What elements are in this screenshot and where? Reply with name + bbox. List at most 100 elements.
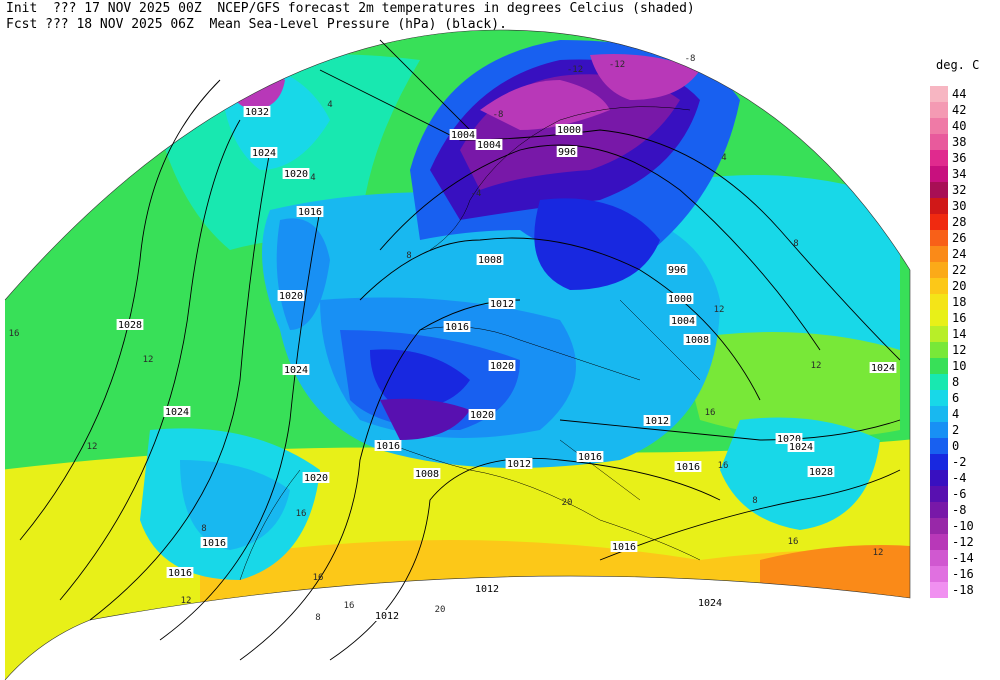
pressure-label-bg (296, 206, 324, 217)
colorbar-level: 22 (930, 262, 990, 278)
isobars (19, 39, 901, 661)
pressure-label: 1012 (507, 459, 531, 470)
pressure-label-bg (787, 441, 815, 452)
pressure-label: 1024 (284, 365, 308, 376)
colorbar-level: -18 (930, 582, 990, 598)
colorbar-level: 34 (930, 166, 990, 182)
colorbar-swatch (930, 454, 948, 470)
pressure-label: 1004 (477, 140, 501, 151)
pressure-label-bg (488, 298, 516, 309)
colorbar-swatch (930, 374, 948, 390)
colorbar-level: 42 (930, 102, 990, 118)
pressure-label: 1008 (685, 335, 709, 346)
colorbar-label: -14 (952, 551, 974, 565)
colorbar-swatch (930, 582, 948, 598)
colorbar-level: 2 (930, 422, 990, 438)
colorbar-label: 14 (952, 327, 967, 341)
colorbar-swatch (930, 150, 948, 166)
temperature-label: 16 (9, 329, 20, 339)
pressure-label-bg (488, 360, 516, 371)
colorbar-level: -2 (930, 454, 990, 470)
temperature-label: -8 (493, 110, 504, 120)
pressure-label: 1000 (557, 125, 581, 136)
colorbar-label: 26 (952, 231, 967, 245)
pressure-label-bg (282, 364, 310, 375)
temperature-label: 16 (296, 509, 307, 519)
pressure-label-bg (163, 406, 191, 417)
temperature-label: 8 (752, 496, 757, 506)
colorbar-label: 8 (952, 375, 960, 389)
colorbar-level: 36 (930, 150, 990, 166)
temperature-label: 12 (873, 548, 884, 558)
pressure-label-bg (302, 472, 330, 483)
temperature-label: 8 (201, 524, 206, 534)
temperature-label: 16 (705, 408, 716, 418)
colorbar-label: 38 (952, 135, 967, 149)
pressure-label-bg (610, 541, 638, 552)
colorbar-label: 40 (952, 119, 967, 133)
pressure-label-bg (666, 293, 694, 304)
pressure-label-bg (373, 610, 401, 621)
pressure-label: 1028 (118, 320, 142, 331)
pressure-label: 1008 (478, 255, 502, 266)
pressure-label: 1020 (279, 291, 303, 302)
colorbar-level: 18 (930, 294, 990, 310)
pressure-label-bg (775, 433, 803, 444)
colorbar-label: -4 (952, 471, 967, 485)
colorbar-level: -12 (930, 534, 990, 550)
colorbar-level: -6 (930, 486, 990, 502)
colorbar-swatch (930, 534, 948, 550)
pressure-label: 1020 (777, 434, 801, 445)
colorbar-swatch (930, 134, 948, 150)
pressure-label-bg (116, 319, 144, 330)
colorbar-swatch (930, 438, 948, 454)
pressure-label-bg (243, 106, 271, 117)
pressure-label-bg (576, 451, 604, 462)
temperature-label: 8 (793, 239, 798, 249)
pressure-label: 1008 (415, 469, 439, 480)
colorbar-level: 20 (930, 278, 990, 294)
pressure-label: 1032 (245, 107, 269, 118)
colorbar-swatch (930, 406, 948, 422)
colorbar-label: 34 (952, 167, 967, 181)
colorbar-level: 28 (930, 214, 990, 230)
temperature-label: -12 (609, 60, 625, 70)
pressure-label: 1024 (698, 598, 722, 609)
temperature-label: 16 (788, 537, 799, 547)
colorbar-label: -16 (952, 567, 974, 581)
colorbar-level: 24 (930, 246, 990, 262)
temperature-label: 20 (435, 605, 446, 615)
colorbar-label: -18 (952, 583, 974, 597)
pressure-label: 1016 (445, 322, 469, 333)
colorbar-level: 0 (930, 438, 990, 454)
temperature-label: 4 (721, 153, 726, 163)
colorbar-swatch (930, 230, 948, 246)
colorbar-swatch (930, 214, 948, 230)
colorbar-level: -10 (930, 518, 990, 534)
pressure-label-bg (250, 147, 278, 158)
colorbar-level: 26 (930, 230, 990, 246)
colorbar-level: -4 (930, 470, 990, 486)
pressure-label: 1012 (375, 611, 399, 622)
pressure-label-bg (476, 254, 504, 265)
temperature-label: 12 (87, 442, 98, 452)
temperature-label: 8 (315, 613, 320, 623)
colorbar-label: 6 (952, 391, 960, 405)
pressure-label: 1016 (168, 568, 192, 579)
colorbar-label: 18 (952, 295, 967, 309)
colorbar-level: -14 (930, 550, 990, 566)
temperature-label: 12 (143, 355, 154, 365)
pressure-label: 1016 (202, 538, 226, 549)
pressure-label-bg (643, 415, 671, 426)
pressure-label-bg (683, 334, 711, 345)
pressure-label-bg (869, 362, 897, 373)
colorbar-swatch (930, 118, 948, 134)
colorbar-label: -6 (952, 487, 967, 501)
pressure-label: 1012 (490, 299, 514, 310)
colorbar-swatch (930, 566, 948, 582)
colorbar-label: 4 (952, 407, 960, 421)
temperature-label: 12 (811, 361, 822, 371)
pressure-label: 1024 (165, 407, 189, 418)
colorbar-label: 30 (952, 199, 967, 213)
pressure-label-bg (166, 567, 194, 578)
